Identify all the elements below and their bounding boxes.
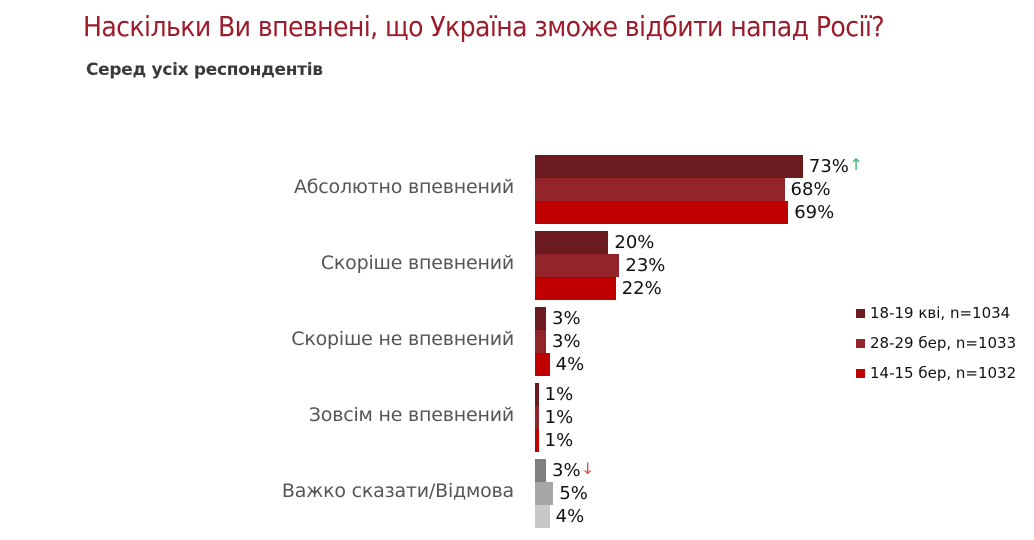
bar bbox=[535, 505, 550, 528]
value-label: 5% bbox=[559, 483, 588, 504]
category-label: Скоріше впевнений bbox=[320, 252, 514, 274]
bar bbox=[535, 482, 554, 505]
bar bbox=[535, 307, 546, 330]
value-label: 1% bbox=[544, 430, 574, 451]
bar bbox=[535, 429, 539, 452]
legend-item: 28-29 бер, n=1033 bbox=[856, 328, 1016, 358]
value-label: 3% bbox=[552, 331, 581, 352]
legend-item: 14-15 бер, n=1032 bbox=[856, 358, 1016, 388]
value-label: 3% bbox=[552, 460, 581, 481]
category-label: Скоріше не впевнений bbox=[291, 328, 514, 350]
value-label: 20% bbox=[614, 232, 655, 253]
bar bbox=[535, 277, 616, 300]
legend-label: 18-19 кві, n=1034 bbox=[870, 304, 1011, 322]
category-label: Зовсім не впевнений bbox=[308, 404, 514, 426]
bar bbox=[535, 155, 803, 178]
legend-swatch-icon bbox=[856, 308, 865, 318]
value-label: 3% bbox=[552, 308, 581, 329]
value-label: 4% bbox=[555, 506, 585, 527]
bar bbox=[535, 330, 546, 353]
bar bbox=[535, 406, 539, 429]
legend-swatch-icon bbox=[856, 368, 865, 378]
bar bbox=[535, 353, 550, 376]
chart-subtitle: Серед усіх респондентів bbox=[86, 60, 323, 80]
value-label: 1% bbox=[544, 407, 574, 428]
bar bbox=[535, 383, 539, 406]
arrow-up-icon: ↑ bbox=[849, 155, 863, 174]
legend: 18-19 кві, n=1034 28-29 бер, n=1033 14-15 … bbox=[856, 298, 1016, 388]
bar bbox=[535, 231, 609, 254]
bar bbox=[535, 201, 789, 224]
category-label: Абсолютно впевнений bbox=[293, 176, 514, 198]
value-label: 68% bbox=[790, 179, 831, 200]
arrow-down-icon: ↓ bbox=[581, 459, 595, 478]
bar bbox=[535, 178, 785, 201]
legend-swatch-icon bbox=[856, 338, 865, 348]
value-label: 23% bbox=[625, 255, 666, 276]
value-label: 69% bbox=[794, 202, 835, 223]
legend-label: 14-15 бер, n=1032 bbox=[870, 364, 1017, 382]
value-label: 4% bbox=[555, 354, 585, 375]
bar bbox=[535, 254, 620, 277]
legend-label: 28-29 бер, n=1033 bbox=[870, 334, 1017, 352]
value-label: 1% bbox=[544, 384, 574, 405]
value-label: 22% bbox=[621, 278, 662, 299]
legend-item: 18-19 кві, n=1034 bbox=[856, 298, 1016, 328]
category-label: Важко сказати/Відмова bbox=[281, 480, 514, 502]
bar bbox=[535, 459, 546, 482]
value-label: 73% bbox=[808, 156, 849, 177]
chart-title: Наскільки Ви впевнені, що Україна зможе … bbox=[83, 10, 885, 43]
